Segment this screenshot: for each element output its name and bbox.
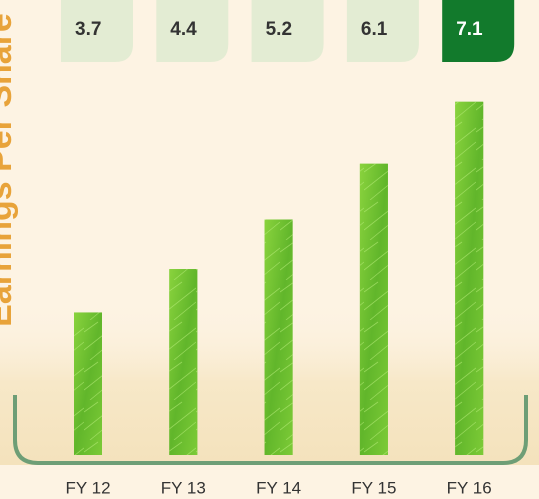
bar-veins bbox=[169, 269, 198, 455]
bar-veins bbox=[455, 101, 484, 455]
x-tick-label: FY 12 bbox=[65, 478, 110, 497]
x-tick-label: FY 15 bbox=[351, 478, 396, 497]
y-axis-label: Earnings Per Share bbox=[0, 13, 19, 327]
panel-border bbox=[13, 395, 528, 465]
value-label: 5.2 bbox=[266, 19, 292, 40]
bar-veins bbox=[264, 219, 293, 455]
value-label: 3.7 bbox=[75, 19, 101, 40]
value-box bbox=[156, 0, 229, 62]
value-box bbox=[251, 0, 324, 62]
value-label: 4.4 bbox=[170, 19, 197, 40]
x-tick-label: FY 13 bbox=[161, 478, 206, 497]
value-box bbox=[61, 0, 133, 62]
bar-veins bbox=[359, 163, 388, 455]
value-label: 6.1 bbox=[361, 19, 388, 40]
value-box bbox=[346, 0, 419, 62]
value-box bbox=[442, 0, 515, 62]
x-tick-label: FY 16 bbox=[447, 478, 492, 497]
value-label: 7.1 bbox=[456, 19, 483, 40]
bar-veins bbox=[74, 312, 102, 455]
x-tick-label: FY 14 bbox=[256, 478, 301, 497]
